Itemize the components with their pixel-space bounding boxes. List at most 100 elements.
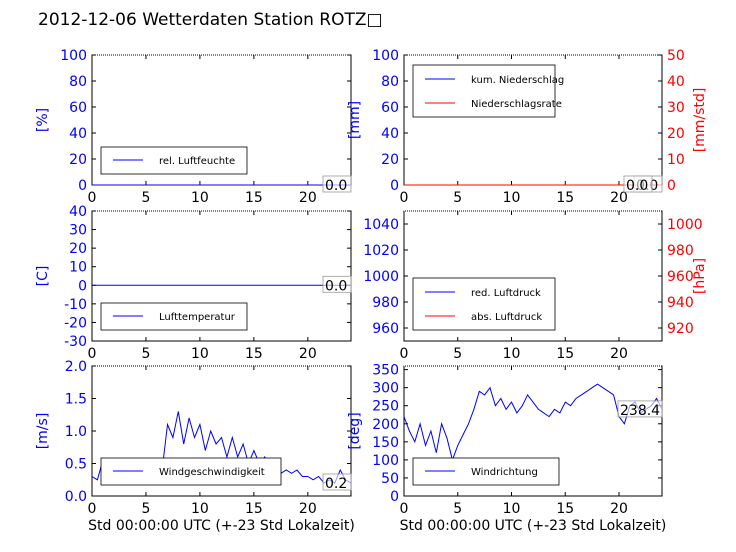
pressure-ytick-right-label: 920 bbox=[667, 321, 694, 337]
precipitation-xtick-label: 20 bbox=[610, 190, 628, 206]
humidity-legend-label: rel. Luftfeuchte bbox=[159, 156, 235, 167]
pressure-legend-label: abs. Luftdruck bbox=[471, 312, 542, 323]
wind_direction-ytick-label: 0 bbox=[390, 489, 399, 505]
pressure-xtick-label: 15 bbox=[556, 346, 574, 362]
temperature-ytick-label: -20 bbox=[64, 315, 87, 331]
pressure-xtick-label: 5 bbox=[453, 346, 462, 362]
wind_direction-ytick-label: 300 bbox=[372, 381, 399, 397]
precipitation-xtick-label: 15 bbox=[556, 190, 574, 206]
precipitation-ylabel: [mm] bbox=[347, 101, 363, 139]
humidity-last-value-box bbox=[322, 175, 352, 193]
humidity-xtick-label: 15 bbox=[245, 190, 263, 206]
wind_speed-xtick-label: 0 bbox=[88, 501, 97, 517]
wind_direction-ytick-label: 350 bbox=[372, 363, 399, 379]
pressure-ytick-right-label: 1000 bbox=[667, 217, 703, 233]
humidity-xtick-label: 20 bbox=[299, 190, 317, 206]
precipitation-xtick-label: 5 bbox=[453, 190, 462, 206]
wind_direction-xtick-label: 15 bbox=[556, 501, 574, 517]
precipitation-legend-label: kum. Niederschlag bbox=[471, 75, 564, 86]
pressure-ylabel-right: [hPa] bbox=[692, 258, 708, 294]
wind_direction-xtick-label: 0 bbox=[400, 501, 409, 517]
humidity-last-value: 0.0 bbox=[325, 178, 347, 194]
pressure-ytick-label: 1020 bbox=[363, 243, 399, 259]
pressure-xtick-label: 20 bbox=[610, 346, 628, 362]
wind_speed-xtick-label: 10 bbox=[191, 501, 209, 517]
precipitation-legend-label: Niederschlagsrate bbox=[471, 99, 562, 110]
pressure-ytick-label: 1000 bbox=[363, 269, 399, 285]
wind_direction-legend-label: Windrichtung bbox=[471, 467, 538, 478]
temperature-ytick-label: 30 bbox=[69, 223, 87, 239]
wind_speed-ytick-label: 2.0 bbox=[65, 359, 87, 375]
temperature-legend-label: Lufttemperatur bbox=[159, 312, 236, 323]
temperature-ytick-label: 0 bbox=[78, 278, 87, 294]
pressure-legend-label: red. Luftdruck bbox=[471, 288, 541, 299]
temperature-ytick-label: -10 bbox=[64, 297, 87, 313]
wind_direction-ytick-label: 150 bbox=[372, 435, 399, 451]
precipitation-ytick-label: 40 bbox=[381, 126, 399, 142]
pressure-ytick-right-label: 980 bbox=[667, 243, 694, 259]
pressure-legend-box bbox=[412, 277, 556, 331]
precipitation-ytick-right-label: 50 bbox=[667, 48, 685, 64]
wind_speed-xtick-label: 5 bbox=[141, 501, 150, 517]
figure-title: 2012-12-06 Wetterdaten Station ROTZ□ bbox=[38, 10, 383, 30]
wind_direction-ytick-label: 50 bbox=[381, 471, 399, 487]
precipitation-ytick-label: 0 bbox=[390, 178, 399, 194]
temperature-ytick-label: -30 bbox=[64, 334, 87, 350]
temperature-xtick-label: 10 bbox=[191, 346, 209, 362]
humidity-ytick-label: 20 bbox=[69, 152, 87, 168]
temperature-ylabel: [C] bbox=[35, 266, 51, 287]
wind_direction-ytick-label: 250 bbox=[372, 399, 399, 415]
wind_direction-ylabel: [deg] bbox=[347, 412, 363, 449]
humidity-ytick-label: 80 bbox=[69, 74, 87, 90]
humidity-ylabel: [%] bbox=[35, 108, 51, 132]
precipitation-ytick-right-label: 30 bbox=[667, 100, 685, 116]
precipitation-ytick-label: 20 bbox=[381, 152, 399, 168]
humidity-ytick-label: 0 bbox=[78, 178, 87, 194]
temperature-ytick-label: 20 bbox=[69, 241, 87, 257]
wind_speed-legend-label: Windgeschwindigkeit bbox=[159, 467, 265, 478]
temperature-ytick-label: 40 bbox=[69, 204, 87, 220]
precipitation-ytick-right-label: 10 bbox=[667, 152, 685, 168]
humidity-xtick-label: 10 bbox=[191, 190, 209, 206]
wind_speed-xlabel: Std 00:00:00 UTC (+-23 Std Lokalzeit) bbox=[88, 518, 355, 534]
wind_speed-xtick-label: 20 bbox=[299, 501, 317, 517]
wind_direction-xtick-label: 5 bbox=[453, 501, 462, 517]
wind_direction-last-value: 238.4 bbox=[620, 403, 660, 419]
precipitation-ytick-label: 100 bbox=[372, 48, 399, 64]
precipitation-ytick-label: 80 bbox=[381, 74, 399, 90]
precipitation-last-value-right: 0.0 bbox=[626, 178, 648, 194]
humidity-ytick-label: 40 bbox=[69, 126, 87, 142]
temperature-xtick-label: 15 bbox=[245, 346, 263, 362]
precipitation-ytick-right-label: 20 bbox=[667, 126, 685, 142]
wind_direction-xlabel: Std 00:00:00 UTC (+-23 Std Lokalzeit) bbox=[400, 518, 667, 534]
temperature-last-value: 0.0 bbox=[325, 278, 347, 294]
precipitation-last-value-right-box bbox=[623, 175, 653, 193]
pressure-ytick-right-label: 940 bbox=[667, 295, 694, 311]
wind_speed-last-value-box bbox=[322, 473, 352, 491]
temperature-xtick-label: 20 bbox=[299, 346, 317, 362]
pressure-xtick-label: 10 bbox=[503, 346, 521, 362]
wind_speed-ylabel: [m/s] bbox=[35, 413, 51, 450]
pressure-ytick-label: 980 bbox=[372, 295, 399, 311]
wind_direction-last-value-box bbox=[617, 400, 663, 418]
humidity-ytick-label: 100 bbox=[60, 48, 87, 64]
wind_speed-xtick-label: 15 bbox=[245, 501, 263, 517]
precipitation-xtick-label: 0 bbox=[400, 190, 409, 206]
temperature-last-value-box bbox=[322, 275, 352, 293]
humidity-xtick-label: 0 bbox=[88, 190, 97, 206]
wind_speed-ytick-label: 1.0 bbox=[65, 424, 87, 440]
precipitation-ytick-right-label: 40 bbox=[667, 74, 685, 90]
precipitation-ytick-label: 60 bbox=[381, 100, 399, 116]
wind_speed-ytick-label: 0.0 bbox=[65, 489, 87, 505]
wind_direction-ytick-label: 100 bbox=[372, 453, 399, 469]
wind_direction-xtick-label: 20 bbox=[610, 501, 628, 517]
wind_direction-xtick-label: 10 bbox=[503, 501, 521, 517]
temperature-xtick-label: 0 bbox=[88, 346, 97, 362]
pressure-ytick-right-label: 960 bbox=[667, 269, 694, 285]
precipitation-legend-box bbox=[412, 64, 556, 118]
precipitation-xtick-label: 10 bbox=[503, 190, 521, 206]
wind_speed-ytick-label: 0.5 bbox=[65, 457, 87, 473]
humidity-ytick-label: 60 bbox=[69, 100, 87, 116]
pressure-xtick-label: 0 bbox=[400, 346, 409, 362]
